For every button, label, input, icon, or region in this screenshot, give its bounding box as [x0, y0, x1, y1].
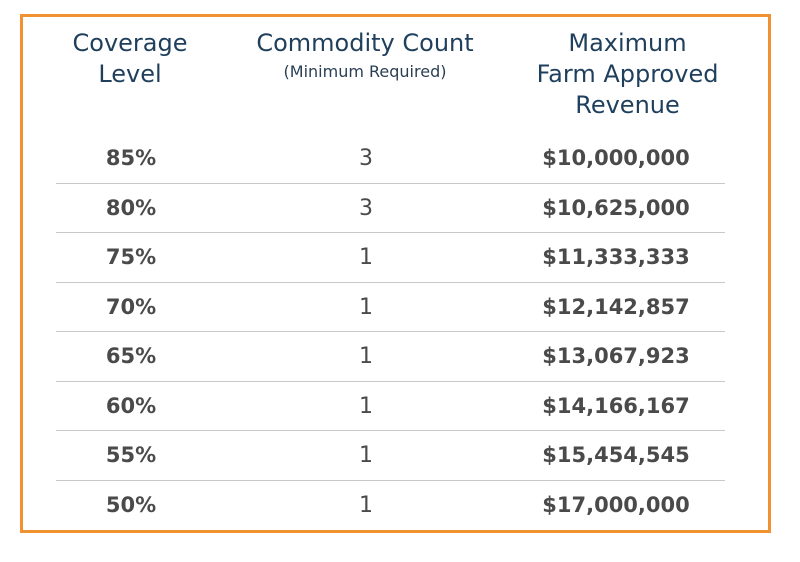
revenue-cell: $14,166,167: [542, 393, 690, 418]
table-frame: [20, 14, 771, 533]
revenue-cell: $11,333,333: [542, 245, 690, 269]
revenue-cell: $12,142,857: [542, 294, 690, 319]
table-row: 85% 3 $10,000,000: [56, 134, 725, 184]
revenue-cell: $10,625,000: [542, 195, 690, 220]
coverage-cell: 70%: [105, 294, 157, 319]
revenue-cell: $17,000,000: [542, 492, 690, 517]
table-row: 70% 1 $12,142,857: [56, 283, 725, 332]
table-header: Coverage Level Commodity Count (Minimum …: [0, 28, 800, 128]
revenue-cell: $10,000,000: [542, 146, 690, 170]
commodity-cell: 1: [359, 344, 373, 369]
commodity-cell: 1: [359, 443, 373, 468]
coverage-cell: 60%: [105, 393, 157, 418]
table-row: 80% 3 $10,625,000: [56, 184, 725, 233]
coverage-cell: 50%: [105, 492, 157, 517]
coverage-level-header: Coverage Level: [45, 28, 215, 90]
max-revenue-header: Maximum Farm Approved Revenue: [515, 28, 740, 121]
header-line: Level: [98, 60, 162, 88]
revenue-cell: $15,454,545: [542, 443, 690, 467]
table-row: 50% 1 $17,000,000: [56, 481, 725, 531]
commodity-cell: 1: [359, 393, 373, 419]
table-row: 75% 1 $11,333,333: [56, 233, 725, 283]
header-line: Revenue: [575, 91, 680, 119]
header-line: Commodity Count: [256, 29, 474, 57]
commodity-cell: 3: [359, 195, 373, 221]
table-body: 85% 3 $10,000,000 80% 3 $10,625,000 75% …: [56, 134, 725, 530]
coverage-cell: 55%: [105, 443, 157, 467]
commodity-cell: 1: [359, 294, 373, 320]
commodity-cell: 1: [359, 245, 373, 270]
revenue-cell: $13,067,923: [542, 344, 690, 368]
coverage-cell: 75%: [105, 245, 157, 269]
commodity-count-header: Commodity Count (Minimum Required): [225, 28, 505, 83]
header-line: Coverage: [72, 29, 188, 57]
commodity-cell: 3: [359, 146, 373, 171]
coverage-cell: 65%: [105, 344, 157, 368]
header-line: Farm Approved: [536, 60, 719, 88]
table-row: 65% 1 $13,067,923: [56, 332, 725, 382]
table-row: 55% 1 $15,454,545: [56, 431, 725, 481]
commodity-cell: 1: [359, 492, 373, 518]
table-row: 60% 1 $14,166,167: [56, 382, 725, 431]
header-subtitle: (Minimum Required): [283, 62, 447, 81]
coverage-cell: 80%: [105, 195, 157, 220]
header-line: Maximum: [568, 29, 687, 57]
coverage-cell: 85%: [105, 146, 157, 170]
